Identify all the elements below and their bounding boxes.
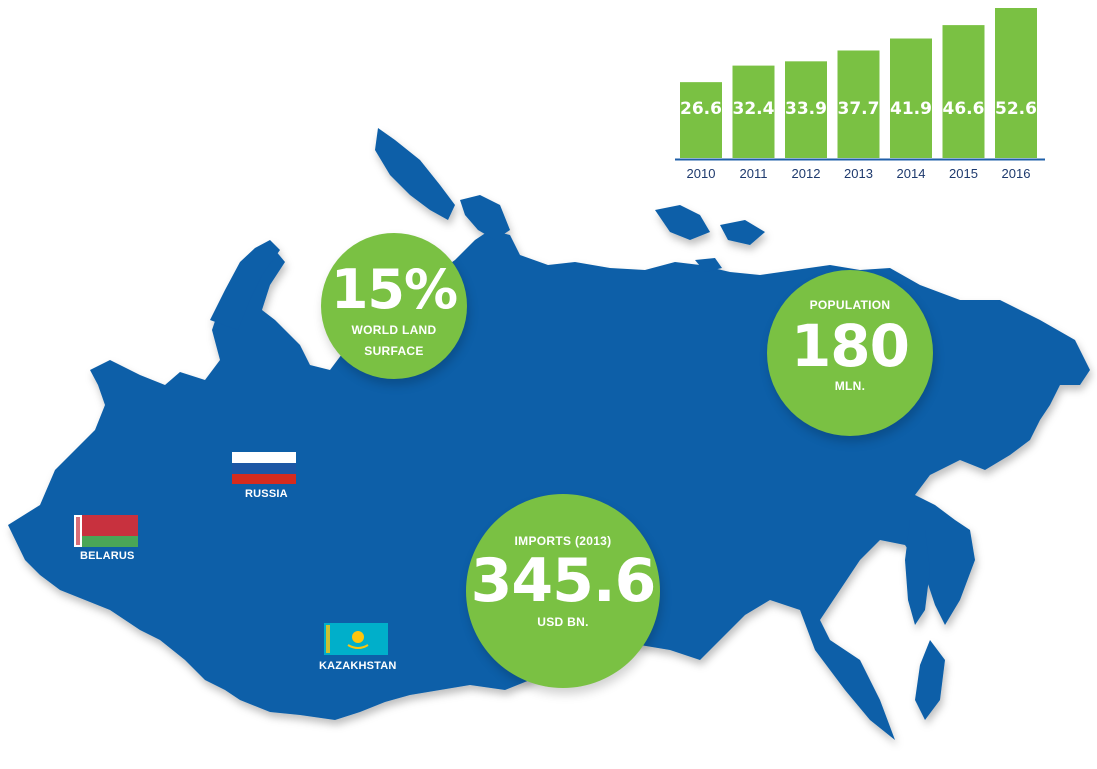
japan-shape	[915, 640, 945, 720]
sakhalin-shape	[905, 520, 930, 625]
land-surface-badge: 15% WORLD LAND SURFACE	[321, 233, 467, 379]
land-surface-label-line1: WORLD LAND	[351, 323, 437, 337]
x-tick-label: 2011	[740, 166, 768, 181]
arctic-island-shape	[720, 220, 765, 245]
wrangel-island-shape	[695, 258, 722, 272]
belarus-flag-icon	[74, 515, 138, 547]
bar-chart: 26.6 2010 32.4 2011 33.9 2012 37.7 2013 41.9 2014…	[675, 8, 1045, 181]
x-tick-label: 2013	[844, 166, 873, 181]
bar-2010	[680, 82, 722, 158]
x-tick-label: 2012	[792, 166, 821, 181]
kola-shape	[210, 240, 280, 330]
population-value: 180	[790, 312, 910, 380]
bar-2016	[995, 8, 1037, 158]
bar-value-label: 26.6	[680, 99, 722, 119]
imports-value: 345.6	[470, 546, 657, 616]
belarus-label: BELARUS	[80, 550, 135, 562]
bar-value-label: 32.4	[733, 99, 775, 119]
bar-2014	[890, 38, 932, 159]
imports-unit: USD BN.	[537, 615, 589, 629]
imports-label: IMPORTS (2013)	[514, 534, 612, 548]
bar-2012	[785, 61, 827, 158]
kazakhstan-flag-icon	[324, 623, 388, 655]
population-unit: MLN.	[834, 379, 866, 393]
new-siberian-islands-shape	[655, 205, 710, 240]
land-surface-label-line2: SURFACE	[364, 344, 424, 358]
severnaya-zemlya-shape	[460, 195, 510, 240]
bar-value-label: 52.6	[995, 99, 1037, 119]
x-tick-label: 2016	[1002, 166, 1031, 181]
bar-value-label: 41.9	[890, 99, 932, 119]
bar-value-label: 37.7	[838, 99, 880, 119]
land-surface-value: 15%	[330, 258, 458, 321]
x-tick-label: 2015	[949, 166, 978, 181]
bar-value-label: 46.6	[943, 99, 985, 119]
novaya-zemlya-shape	[375, 128, 455, 220]
bar-2015	[942, 25, 985, 159]
imports-badge: IMPORTS (2013) 345.6 USD BN.	[466, 494, 660, 688]
population-label: POPULATION	[809, 298, 891, 312]
russia-label: RUSSIA	[245, 488, 288, 500]
bar-2013	[837, 50, 880, 158]
population-badge: POPULATION 180 MLN.	[767, 270, 933, 436]
x-tick-label: 2010	[687, 166, 716, 181]
x-tick-label: 2014	[897, 166, 926, 181]
russia-flag-icon	[232, 452, 296, 484]
bar-value-label: 33.9	[785, 99, 827, 119]
kazakhstan-label: KAZAKHSTAN	[319, 660, 397, 672]
bar-2011	[732, 65, 775, 158]
